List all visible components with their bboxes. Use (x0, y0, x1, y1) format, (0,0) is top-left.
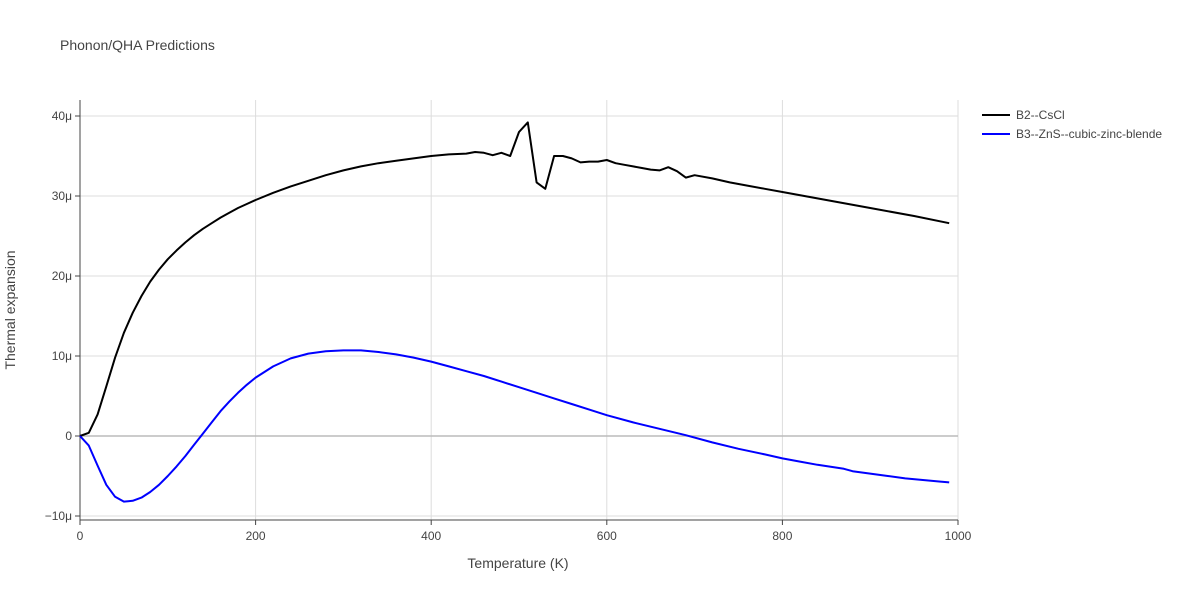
x-tick-label: 800 (772, 529, 792, 543)
y-tick-label: 40μ (52, 109, 72, 123)
x-tick-label: 200 (246, 529, 266, 543)
x-axis-label: Temperature (K) (467, 555, 568, 571)
series-lines (79, 121, 950, 503)
x-tick-label: 400 (421, 529, 441, 543)
x-tick-label: 0 (77, 529, 84, 543)
legend[interactable]: B2--CsCl B3--ZnS--cubic-zinc-blende (982, 108, 1162, 141)
y-tick-label: 30μ (52, 189, 72, 203)
series-line-2 (79, 349, 950, 503)
legend-item-2[interactable]: B3--ZnS--cubic-zinc-blende (982, 127, 1162, 141)
x-tick-label: 600 (597, 529, 617, 543)
y-tick-label: 0 (65, 429, 72, 443)
axes: 0 200 400 600 800 1000 −10μ 0 10μ 20μ 30μ 40μ (45, 100, 972, 543)
x-tick-label: 1000 (945, 529, 972, 543)
y-tick-label: 10μ (52, 349, 72, 363)
series-line-1 (79, 121, 950, 437)
y-tick-label: 20μ (52, 269, 72, 283)
y-tick-label: −10μ (45, 509, 72, 523)
legend-item-1[interactable]: B2--CsCl (982, 108, 1065, 122)
y-axis-label: Thermal expansion (2, 250, 18, 369)
legend-label: B3--ZnS--cubic-zinc-blende (1016, 127, 1162, 141)
chart-title: Phonon/QHA Predictions (60, 37, 215, 53)
legend-label: B2--CsCl (1016, 108, 1065, 122)
gridlines (80, 100, 959, 520)
